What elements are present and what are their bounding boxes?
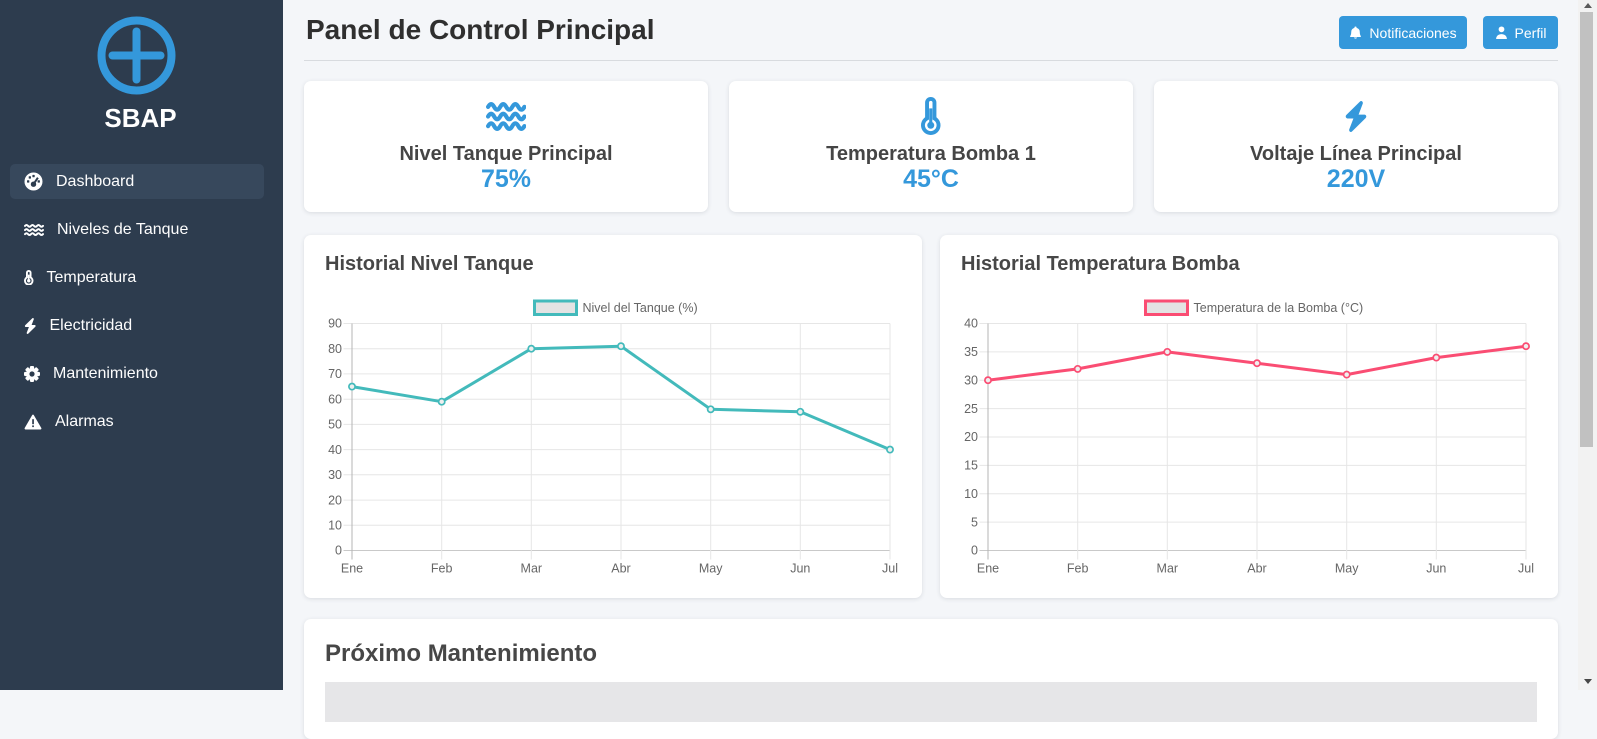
svg-text:Feb: Feb xyxy=(431,562,453,576)
svg-text:90: 90 xyxy=(328,317,342,331)
svg-text:Jun: Jun xyxy=(1426,562,1446,576)
svg-text:Mar: Mar xyxy=(521,562,543,576)
svg-text:Jul: Jul xyxy=(1518,562,1534,576)
svg-text:40: 40 xyxy=(964,317,978,331)
svg-text:Ene: Ene xyxy=(977,562,999,576)
svg-text:15: 15 xyxy=(964,459,978,473)
svg-text:0: 0 xyxy=(971,544,978,558)
svg-text:Feb: Feb xyxy=(1067,562,1089,576)
svg-text:5: 5 xyxy=(971,515,978,529)
svg-text:40: 40 xyxy=(328,443,342,457)
svg-text:10: 10 xyxy=(328,519,342,533)
svg-text:10: 10 xyxy=(964,487,978,501)
svg-text:Jul: Jul xyxy=(882,562,898,576)
svg-text:May: May xyxy=(699,562,723,576)
svg-text:20: 20 xyxy=(964,430,978,444)
svg-text:0: 0 xyxy=(335,544,342,558)
svg-text:60: 60 xyxy=(328,392,342,406)
svg-text:35: 35 xyxy=(964,345,978,359)
svg-text:25: 25 xyxy=(964,402,978,416)
svg-text:Abr: Abr xyxy=(611,562,630,576)
svg-text:May: May xyxy=(1335,562,1359,576)
svg-text:70: 70 xyxy=(328,367,342,381)
svg-text:Jun: Jun xyxy=(790,562,810,576)
svg-text:Ene: Ene xyxy=(341,562,363,576)
svg-text:50: 50 xyxy=(328,418,342,432)
svg-text:Nivel del Tanque (%): Nivel del Tanque (%) xyxy=(583,301,698,315)
svg-text:30: 30 xyxy=(964,373,978,387)
svg-text:20: 20 xyxy=(328,493,342,507)
svg-text:80: 80 xyxy=(328,342,342,356)
svg-text:Temperatura de la Bomba (°C): Temperatura de la Bomba (°C) xyxy=(1194,301,1364,315)
svg-text:Abr: Abr xyxy=(1247,562,1266,576)
svg-text:30: 30 xyxy=(328,468,342,482)
svg-text:Mar: Mar xyxy=(1157,562,1179,576)
